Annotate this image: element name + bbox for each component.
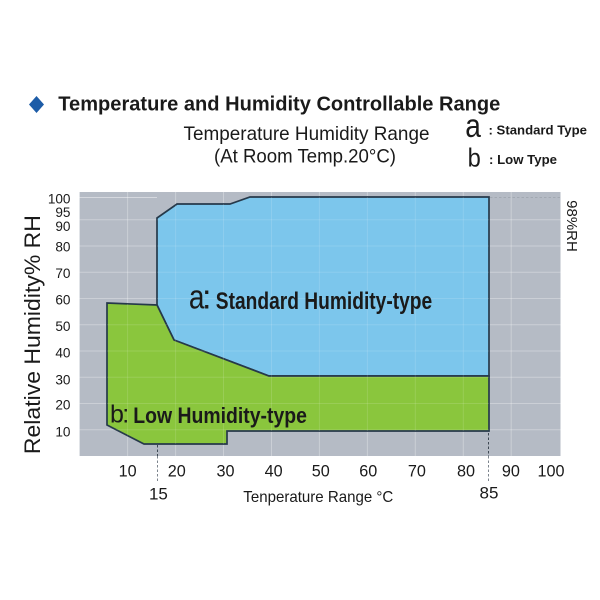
svg-text:60: 60	[55, 293, 71, 308]
svg-text:30: 30	[216, 462, 234, 480]
svg-text:Temperature and Humidity Contr: Temperature and Humidity Controllable Ra…	[58, 94, 500, 116]
svg-text:50: 50	[312, 462, 330, 480]
svg-text:Temperature Humidity Range: Temperature Humidity Range	[184, 123, 430, 145]
svg-text:50: 50	[55, 319, 71, 334]
svg-text:90: 90	[502, 462, 520, 480]
svg-text:40: 40	[55, 346, 71, 361]
svg-text:(At Room Temp.20°C): (At Room Temp.20°C)	[214, 145, 396, 167]
svg-text:80: 80	[457, 462, 475, 480]
svg-text:98%RH: 98%RH	[563, 200, 580, 252]
svg-text:10: 10	[119, 462, 137, 480]
svg-text:80: 80	[55, 240, 71, 255]
svg-text:a: a	[465, 108, 481, 145]
svg-text:90: 90	[55, 219, 71, 234]
svg-text:b: b	[110, 400, 124, 428]
svg-text:15: 15	[149, 484, 168, 503]
svg-text::: :	[202, 279, 211, 317]
svg-text:100: 100	[537, 462, 564, 480]
svg-text:30: 30	[55, 372, 71, 387]
svg-text:20: 20	[168, 462, 186, 480]
svg-text:: Low Type: : Low Type	[489, 152, 557, 167]
svg-text:Tenperature Range °C: Tenperature Range °C	[243, 489, 393, 506]
svg-text:b: b	[468, 145, 481, 173]
svg-text:85: 85	[480, 484, 499, 503]
svg-text:a: a	[189, 278, 205, 316]
svg-text:: Standard Type: : Standard Type	[489, 123, 588, 138]
svg-text:Relative Humidity% RH: Relative Humidity% RH	[20, 215, 45, 454]
svg-text:100: 100	[48, 191, 71, 206]
svg-text:20: 20	[55, 398, 71, 413]
svg-text:70: 70	[55, 266, 71, 281]
svg-text:10: 10	[55, 425, 71, 440]
svg-text:70: 70	[408, 462, 426, 480]
svg-text:Low Humidity-type: Low Humidity-type	[133, 403, 307, 428]
svg-text::: :	[122, 400, 129, 428]
svg-text:40: 40	[265, 462, 283, 480]
svg-text:Standard Humidity-type: Standard Humidity-type	[216, 288, 432, 315]
svg-text:95: 95	[55, 205, 70, 220]
svg-text:60: 60	[359, 462, 377, 480]
